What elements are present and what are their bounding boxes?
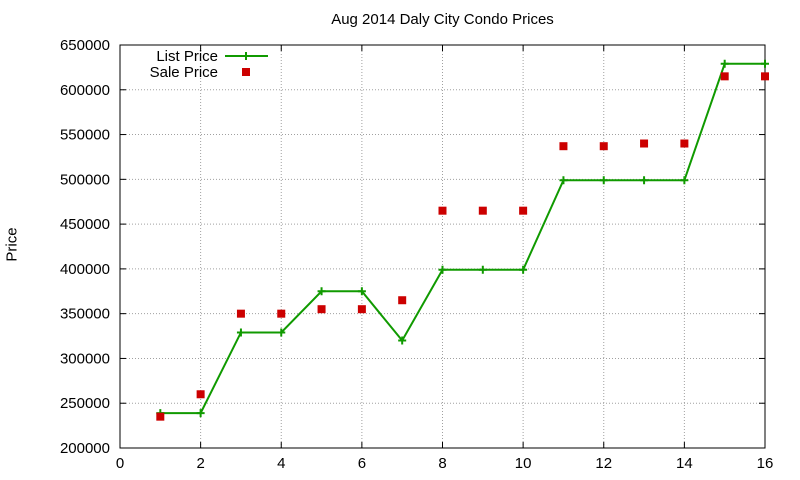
y-tick-label: 250000 [60, 395, 110, 412]
data-point [438, 265, 447, 274]
x-tick-label: 6 [358, 455, 366, 472]
y-axis-label: Price [3, 227, 21, 262]
data-point [761, 59, 769, 68]
data-point [357, 305, 366, 314]
series-sale-price [156, 72, 769, 421]
legend-label: List Price [156, 48, 218, 65]
y-tick-label: 650000 [60, 37, 110, 54]
x-tick-label: 16 [757, 455, 774, 472]
data-point [317, 305, 326, 314]
series-line [160, 62, 765, 415]
y-tick-label: 550000 [60, 127, 110, 144]
data-point [519, 265, 528, 274]
data-point [478, 265, 487, 274]
y-axis: 200000 250000 300000 350000 400000 450000 5000… [60, 37, 765, 457]
x-tick-label: 14 [676, 455, 693, 472]
data-point [599, 176, 608, 185]
x-tick-label: 4 [277, 455, 285, 472]
data-point [156, 412, 165, 421]
chart-title: Aug 2014 Daly City Condo Prices [331, 11, 554, 28]
data-point [196, 390, 205, 399]
x-tick-label: 2 [196, 455, 204, 472]
data-point [196, 409, 205, 418]
grid-lines [120, 45, 765, 448]
data-point [398, 336, 407, 345]
data-point [720, 59, 729, 68]
data-point [761, 72, 769, 81]
data-point [640, 139, 649, 148]
legend-swatch [242, 68, 250, 76]
x-tick-label: 8 [438, 455, 446, 472]
data-point [519, 206, 528, 215]
x-tick-label: 0 [116, 455, 124, 472]
data-point [236, 328, 245, 337]
data-point [236, 309, 245, 318]
data-point [277, 309, 286, 318]
y-tick-label: 450000 [60, 216, 110, 233]
x-tick-label: 10 [515, 455, 532, 472]
data-point [680, 139, 689, 148]
data-point [317, 287, 326, 296]
data-point [559, 176, 568, 185]
y-tick-label: 300000 [60, 350, 110, 367]
data-point [438, 206, 447, 215]
data-point [559, 142, 568, 151]
data-point [720, 72, 729, 81]
legend-label: Sale Price [150, 64, 218, 81]
data-point [478, 206, 487, 215]
y-tick-label: 600000 [60, 82, 110, 99]
data-point [680, 176, 689, 185]
data-point [357, 287, 366, 296]
x-axis: 0 2 4 6 8 10 12 14 16 [116, 45, 774, 472]
y-tick-label: 400000 [60, 261, 110, 278]
y-tick-label: 200000 [60, 440, 110, 457]
data-point [599, 142, 608, 151]
series-list-price [156, 59, 769, 418]
data-point [277, 328, 286, 337]
y-tick-label: 500000 [60, 171, 110, 188]
y-tick-label: 350000 [60, 306, 110, 323]
data-point [398, 296, 407, 305]
x-tick-label: 12 [595, 455, 612, 472]
data-point [640, 176, 649, 185]
legend-swatch-marker [242, 52, 250, 60]
series-layer [156, 59, 769, 421]
